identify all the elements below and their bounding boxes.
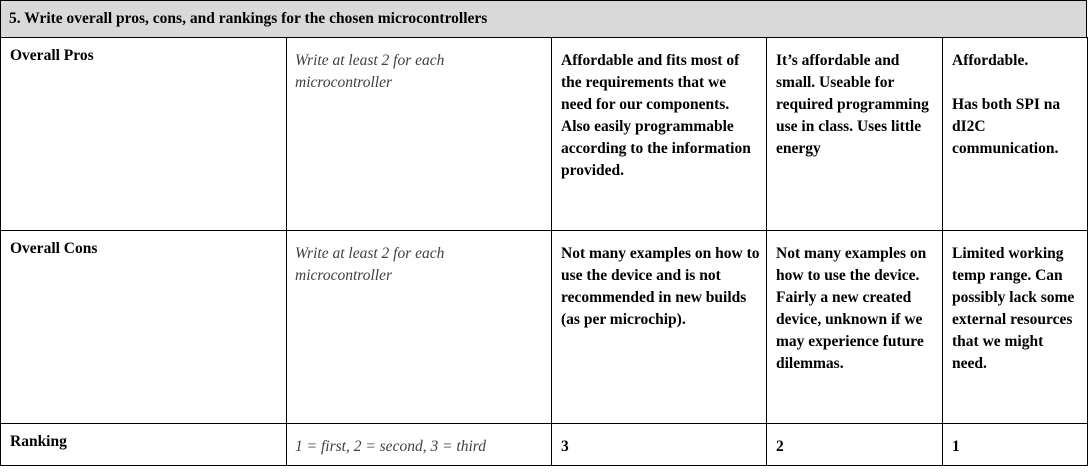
section-title: 5. Write overall pros, cons, and ranking… — [0, 0, 1087, 38]
answer-cell-cons-3[interactable]: Limited working temp range. Can possibly… — [942, 230, 1088, 424]
answer-cell-cons-2[interactable]: Not many examples on how to use the devi… — [766, 230, 943, 424]
table-row-overall-pros: Overall Pros Write at least 2 for each m… — [0, 37, 1088, 231]
answer-cell-pros-3[interactable]: Affordable. Has both SPI na dI2C communi… — [942, 37, 1088, 231]
row-label-overall-pros: Overall Pros — [0, 37, 287, 231]
answer-cell-pros-2[interactable]: It’s affordable and small. Useable for r… — [766, 37, 943, 231]
table-row-ranking: Ranking 1 = first, 2 = second, 3 = third… — [0, 423, 1088, 466]
instruction-hint-ranking: 1 = first, 2 = second, 3 = third — [286, 423, 552, 466]
answer-cell-pros-1[interactable]: Affordable and fits most of the requirem… — [551, 37, 767, 231]
row-label-overall-cons: Overall Cons — [0, 230, 287, 424]
answer-cell-rank-3[interactable]: 1 — [942, 423, 1088, 466]
answer-cell-cons-1[interactable]: Not many examples on how to use the devi… — [551, 230, 767, 424]
answer-cell-rank-1[interactable]: 3 — [551, 423, 767, 466]
table-row-overall-cons: Overall Cons Write at least 2 for each m… — [0, 230, 1088, 424]
instruction-hint-cons: Write at least 2 for each microcontrolle… — [286, 230, 552, 424]
row-label-ranking: Ranking — [0, 423, 287, 466]
pros-cons-ranking-table: Overall Pros Write at least 2 for each m… — [0, 37, 1088, 466]
answer-cell-rank-2[interactable]: 2 — [766, 423, 943, 466]
instruction-hint-pros: Write at least 2 for each microcontrolle… — [286, 37, 552, 231]
